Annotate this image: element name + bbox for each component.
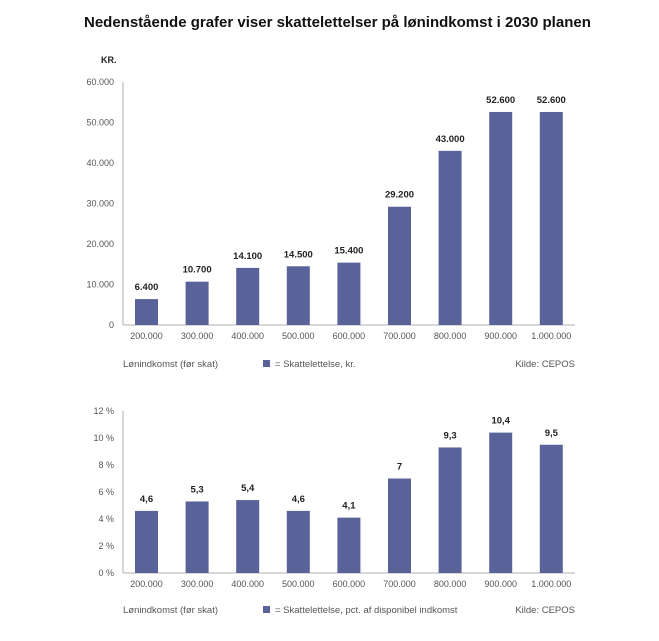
y-tick-label: 0 % [98,568,114,578]
x-tick-label: 600.000 [333,331,366,341]
y-tick-label: 8 % [98,460,114,470]
x-tick-label: 1.000.000 [531,579,571,589]
legend-swatch [263,606,270,613]
bar-value-label: 9,5 [545,428,559,439]
x-tick-label: 800.000 [434,331,467,341]
bar [135,510,158,573]
bar [388,206,411,325]
bar-value-label: 14.100 [233,251,262,262]
bar [388,478,411,573]
bar [337,517,361,573]
x-tick-label: 500.000 [282,331,315,341]
x-tick-label: 200.000 [130,579,163,589]
x-tick-label: 200.000 [130,331,163,341]
page-title: Nedenstående grafer viser skattelettelse… [84,14,591,31]
x-tick-label: 400.000 [231,579,264,589]
x-tick-label: 900.000 [484,579,517,589]
bar-value-label: 4,1 [342,501,356,512]
x-axis-label: Lønindkomst (før skat) [123,605,218,616]
bar [438,150,462,325]
x-tick-label: 300.000 [181,331,214,341]
y-tick-label: 6 % [98,487,114,497]
y-unit-label: KR. [101,55,117,65]
x-tick-label: 600.000 [333,579,366,589]
bar [489,432,513,573]
y-tick-label: 2 % [98,541,114,551]
y-tick-label: 4 % [98,514,114,524]
y-tick-label: 10 % [93,433,114,443]
bar [185,281,209,325]
x-tick-label: 900.000 [484,331,517,341]
legend-swatch [263,360,270,367]
bar-value-label: 4,6 [140,494,153,505]
legend-label: = Skattelettelse, kr. [275,359,356,370]
bar-value-label: 14.500 [284,249,313,260]
bar-value-label: 43.000 [436,134,465,145]
y-tick-label: 0 [109,320,114,330]
source-label: Kilde: CEPOS [515,605,575,616]
bar [286,266,310,325]
bar [539,444,563,573]
bar [337,262,361,325]
bar [286,510,310,573]
y-tick-label: 30.000 [86,199,114,209]
bar [135,299,158,325]
bar-value-label: 5,4 [241,483,255,494]
y-tick-label: 40.000 [86,158,114,168]
bar [236,267,260,325]
x-tick-label: 300.000 [181,579,214,589]
bar [539,111,563,325]
y-tick-label: 12 % [93,406,114,416]
x-tick-label: 400.000 [231,331,264,341]
bar-value-label: 5,3 [190,484,203,495]
source-label: Kilde: CEPOS [515,359,575,370]
x-tick-label: 500.000 [282,579,315,589]
bar-value-label: 10,4 [491,416,510,427]
bar [438,447,462,573]
x-tick-label: 1.000.000 [531,331,571,341]
bar-value-label: 9,3 [443,430,456,441]
bar-value-label: 29.200 [385,190,414,201]
bar-value-label: 10.700 [183,265,212,276]
bar [185,501,209,573]
bar-value-label: 6.400 [135,282,159,293]
bar-value-label: 7 [397,462,402,473]
x-axis-label: Lønindkomst (før skat) [123,359,218,370]
bar [236,500,260,573]
bar-value-label: 4,6 [292,494,305,505]
x-tick-label: 700.000 [383,331,416,341]
y-tick-label: 50.000 [86,118,114,128]
bar [489,111,513,325]
x-tick-label: 700.000 [383,579,416,589]
x-tick-label: 800.000 [434,579,467,589]
bar-value-label: 52.600 [486,95,515,106]
legend-label: = Skattelettelse, pct. af disponibel ind… [275,605,458,616]
bar-value-label: 15.400 [334,246,363,257]
bar-value-label: 52.600 [537,95,566,106]
y-tick-label: 10.000 [86,280,114,290]
y-tick-label: 20.000 [86,239,114,249]
y-tick-label: 60.000 [86,77,114,87]
